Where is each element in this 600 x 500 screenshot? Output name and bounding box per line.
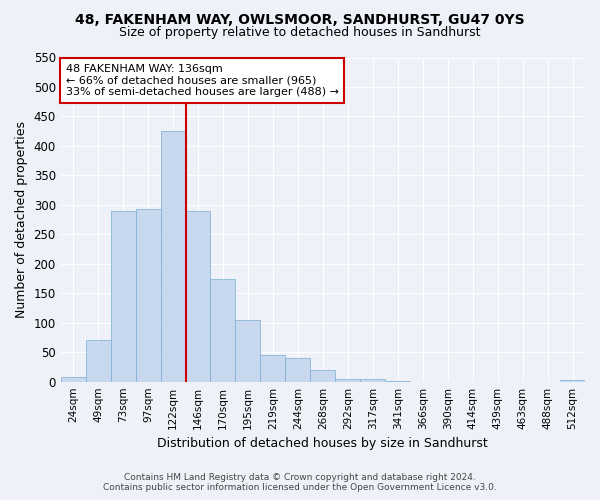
Bar	[110, 210, 136, 382]
Text: Size of property relative to detached houses in Sandhurst: Size of property relative to detached ho…	[119, 26, 481, 39]
Bar	[136, 209, 161, 382]
X-axis label: Distribution of detached houses by size in Sandhurst: Distribution of detached houses by size …	[157, 437, 488, 450]
Bar	[211, 278, 235, 382]
Text: Contains HM Land Registry data © Crown copyright and database right 2024.
Contai: Contains HM Land Registry data © Crown c…	[103, 473, 497, 492]
Bar	[185, 210, 211, 382]
Text: 48 FAKENHAM WAY: 136sqm
← 66% of detached houses are smaller (965)
33% of semi-d: 48 FAKENHAM WAY: 136sqm ← 66% of detache…	[66, 64, 339, 97]
Bar	[560, 380, 585, 382]
Bar	[385, 380, 410, 382]
Bar	[335, 378, 360, 382]
Bar	[61, 377, 86, 382]
Bar	[286, 358, 310, 382]
Y-axis label: Number of detached properties: Number of detached properties	[15, 121, 28, 318]
Bar	[161, 131, 185, 382]
Bar	[360, 378, 385, 382]
Bar	[235, 320, 260, 382]
Bar	[310, 370, 335, 382]
Text: 48, FAKENHAM WAY, OWLSMOOR, SANDHURST, GU47 0YS: 48, FAKENHAM WAY, OWLSMOOR, SANDHURST, G…	[75, 12, 525, 26]
Bar	[260, 355, 286, 382]
Bar	[86, 340, 110, 382]
